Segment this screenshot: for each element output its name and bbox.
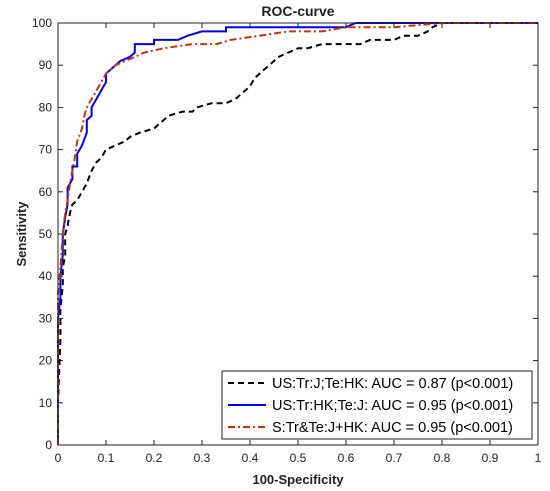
x-tick-label: 0.7 [386,451,403,465]
x-tick-label: 0.2 [146,451,163,465]
x-tick-label: 0.1 [98,451,115,465]
y-tick-label: 100 [32,16,52,30]
x-tick-label: 0.5 [290,451,307,465]
x-tick-label: 1 [535,451,542,465]
y-tick-label: 90 [39,58,53,72]
axis-ticks: 0 0.1 0.2 0.3 0.4 0.5 0.6 0.7 0.8 0.9 101020304050… [32,16,542,465]
legend-box [221,370,533,440]
y-tick-label: 10 [39,396,53,410]
y-tick-label: 80 [39,100,53,114]
y-tick-label: 60 [39,185,53,199]
y-tick-label: 0 [45,438,52,452]
legend-entry-label: S:Tr&Te:J+HK: AUC = 0.95 (p<0.001) [272,420,513,436]
chart-title: ROC-curve [261,3,334,19]
x-tick-label: 0.4 [242,451,259,465]
y-tick-label: 50 [39,227,53,241]
series-line-1 [57,22,538,445]
y-tick-label: 20 [39,354,53,368]
y-tick-label: 70 [39,143,53,157]
legend: US:Tr:J;Te:HK: AUC = 0.87 (p<0.001) US:Tr… [221,370,533,440]
x-tick-label: 0.8 [434,451,451,465]
x-tick-label: 0.3 [194,451,211,465]
x-tick-label: 0.6 [338,451,355,465]
legend-entry-label: US:Tr:J;Te:HK: AUC = 0.87 (p<0.001) [272,376,513,392]
x-tick-label: 0 [55,451,62,465]
x-axis-label: 100-Specificity [252,472,344,487]
x-tick-label: 0.9 [482,451,499,465]
y-axis-label: Sensitivity [14,201,29,267]
plot-frame [57,22,539,446]
plot-series [57,22,538,445]
y-tick-label: 30 [39,311,53,325]
legend-entry-label: US:Tr:HK;Te:J: AUC = 0.95 (p<0.001) [272,398,513,414]
y-tick-label: 40 [39,269,53,283]
